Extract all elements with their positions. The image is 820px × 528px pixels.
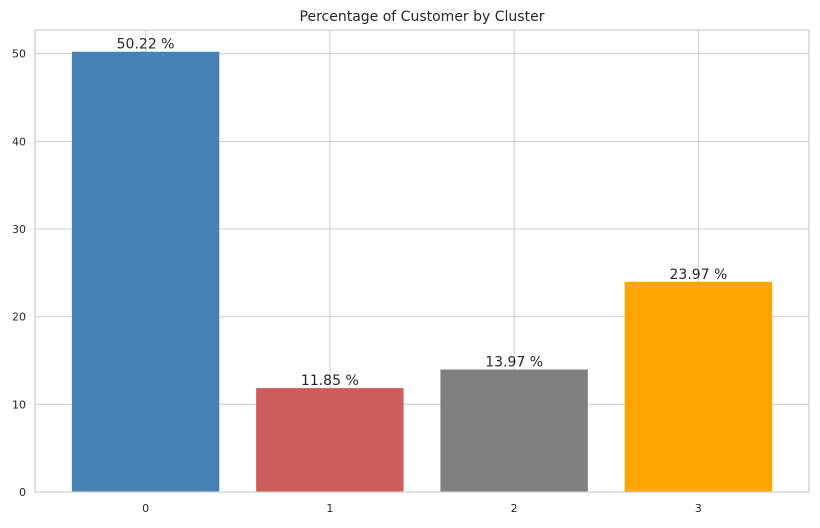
- bars: [72, 52, 772, 492]
- y-tick-label: 20: [12, 311, 26, 324]
- x-tick-label: 1: [326, 502, 333, 515]
- bar-value-label: 13.97 %: [485, 355, 543, 371]
- y-tick-label: 10: [12, 398, 26, 411]
- bar-cluster-2: [440, 370, 587, 492]
- chart-title: Percentage of Customer by Cluster: [300, 9, 545, 25]
- bar-cluster-0: [72, 52, 219, 492]
- x-tick-label: 3: [695, 502, 702, 515]
- y-tick-label: 50: [12, 48, 26, 61]
- bar-value-label: 23.97 %: [670, 267, 728, 283]
- bar-cluster-1: [256, 388, 403, 492]
- bar-cluster-3: [625, 282, 772, 492]
- bar-value-label: 50.22 %: [117, 37, 175, 53]
- x-tick-label: 0: [142, 502, 149, 515]
- y-tick-label: 40: [12, 135, 26, 148]
- y-tick-label: 30: [12, 223, 26, 236]
- x-tick-label: 2: [511, 502, 518, 515]
- y-tick-label: 0: [19, 486, 26, 499]
- bar-value-label: 11.85 %: [301, 373, 359, 389]
